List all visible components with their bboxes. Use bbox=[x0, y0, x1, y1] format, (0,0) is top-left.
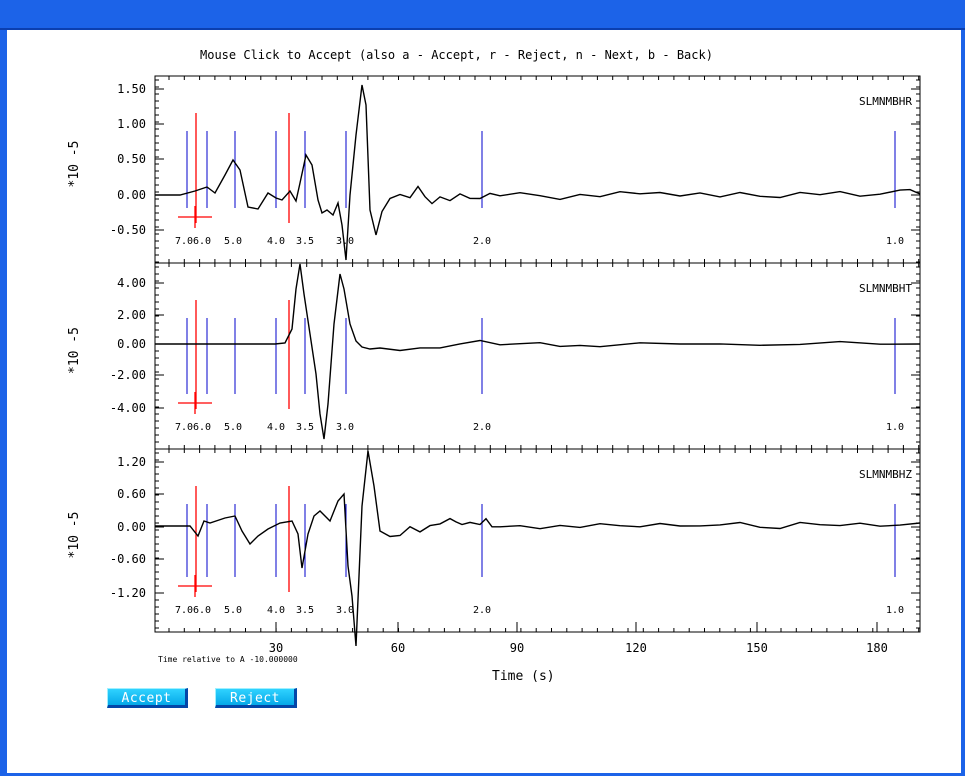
waveform-trace bbox=[155, 84, 921, 261]
y-tick-label: 0.00 bbox=[117, 520, 146, 534]
y-tick-label: -1.20 bbox=[110, 586, 146, 600]
phase-label: 3.5 bbox=[296, 605, 314, 616]
phase-label: 5.0 bbox=[224, 605, 242, 616]
x-tick-label: 60 bbox=[391, 641, 405, 655]
y-tick-label: -0.50 bbox=[110, 223, 146, 237]
accept-button[interactable]: Accept bbox=[107, 688, 188, 708]
x-tick-label: 180 bbox=[866, 641, 888, 655]
phase-label: 6.0 bbox=[193, 236, 211, 247]
channel-label: SLMNMBHR bbox=[859, 95, 912, 108]
phase-label: 3.0 bbox=[336, 422, 354, 433]
phase-label: 7.0 bbox=[175, 605, 193, 616]
phase-label: 3.5 bbox=[296, 422, 314, 433]
y-tick-label: 1.20 bbox=[117, 455, 146, 469]
phase-label: 5.0 bbox=[224, 422, 242, 433]
y-tick-label: -4.00 bbox=[110, 401, 146, 415]
instruction-text: Mouse Click to Accept (also a - Accept, … bbox=[200, 48, 713, 62]
phase-label: 3.0 bbox=[336, 236, 354, 247]
phase-label: 7.0 bbox=[175, 422, 193, 433]
y-tick-label: 0.00 bbox=[117, 188, 146, 202]
panel-frame bbox=[154, 448, 921, 633]
phase-label: 7.0 bbox=[175, 236, 193, 247]
channel-label: SLMNMBHZ bbox=[859, 468, 912, 481]
phase-label: 2.0 bbox=[473, 422, 491, 433]
seismogram-panel[interactable]: 1.50 1.00 0.50 0.00 -0.50 *10 -5 SLMNMBHR 7.0 6.… bbox=[67, 75, 921, 264]
phase-label: 3.5 bbox=[296, 236, 314, 247]
phase-label: 2.0 bbox=[473, 236, 491, 247]
phase-label: 4.0 bbox=[267, 422, 285, 433]
phase-label: 4.0 bbox=[267, 236, 285, 247]
y-tick-label: 0.60 bbox=[117, 487, 146, 501]
channel-label: SLMNMBHT bbox=[859, 282, 912, 295]
y-tick-label: 0.00 bbox=[117, 337, 146, 351]
x-tick-label: 90 bbox=[510, 641, 524, 655]
phase-label: 4.0 bbox=[267, 605, 285, 616]
y-tick-label: 1.00 bbox=[117, 117, 146, 131]
y-tick-label: 0.50 bbox=[117, 152, 146, 166]
x-tick-label: 30 bbox=[269, 641, 283, 655]
y-scale-label: *10 -5 bbox=[67, 141, 82, 188]
waveform-trace bbox=[155, 450, 921, 647]
y-tick-label: -2.00 bbox=[110, 368, 146, 382]
time-reference-note: Time relative to A -10.000000 bbox=[158, 655, 298, 664]
x-axis-label: Time (s) bbox=[492, 669, 555, 684]
y-tick-label: 2.00 bbox=[117, 308, 146, 322]
x-tick-label: 150 bbox=[746, 641, 768, 655]
y-scale-label: *10 -5 bbox=[67, 512, 82, 559]
phase-label: 1.0 bbox=[886, 605, 904, 616]
y-tick-label: 1.50 bbox=[117, 82, 146, 96]
panel-frame bbox=[154, 75, 921, 264]
phase-label: 5.0 bbox=[224, 236, 242, 247]
y-tick-label: -0.60 bbox=[110, 552, 146, 566]
phase-label: 6.0 bbox=[193, 605, 211, 616]
waveform-trace bbox=[155, 263, 921, 440]
x-tick-label: 120 bbox=[625, 641, 647, 655]
seismogram-panel[interactable]: 4.00 2.00 0.00 -2.00 -4.00 *10 -5 SLMNMBHT 7.0 6… bbox=[67, 262, 921, 450]
seismogram-panel[interactable]: 1.20 0.60 0.00 -0.60 -1.20 *10 -5 SLMNMBHZ 7.0 6… bbox=[67, 448, 921, 647]
reject-button[interactable]: Reject bbox=[215, 688, 297, 708]
y-tick-label: 4.00 bbox=[117, 276, 146, 290]
y-scale-label: *10 -5 bbox=[67, 327, 82, 374]
phase-label: 1.0 bbox=[886, 236, 904, 247]
window-titlebar bbox=[0, 0, 965, 30]
phase-label: 3.0 bbox=[336, 605, 354, 616]
phase-label: 2.0 bbox=[473, 605, 491, 616]
phase-label: 1.0 bbox=[886, 422, 904, 433]
phase-label: 6.0 bbox=[193, 422, 211, 433]
